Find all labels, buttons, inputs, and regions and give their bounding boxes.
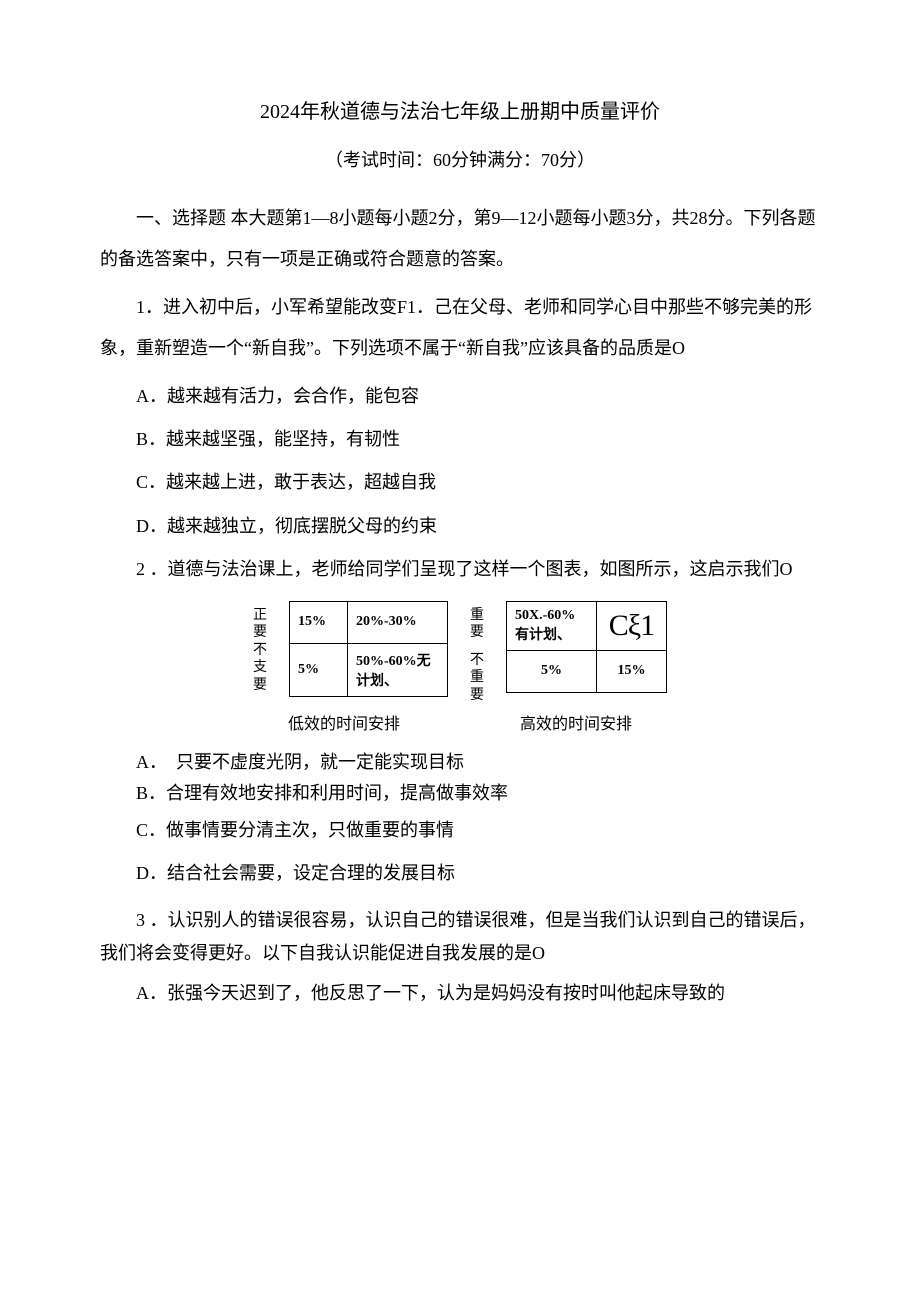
vlabel-char: 正 <box>253 607 267 625</box>
page-title: 2024年秋道德与法治七年级上册期中质量评价 <box>100 95 820 124</box>
vlabel-char: 不 <box>253 642 267 660</box>
table-2-row-labels: 重 要 不 重 要 <box>470 601 484 705</box>
table-cell: 5% <box>290 643 348 696</box>
vlabel-char: 支 <box>253 659 267 677</box>
table-cell: 50X.-60%有计划、 <box>507 601 597 650</box>
vlabel-char: 要 <box>253 677 267 695</box>
table-cell: 15% <box>290 601 348 643</box>
question-2-text: 2 ．道德与法治课上，老师给同学们呈现了这样一个图表，如图所示，这启示我们O <box>100 549 820 590</box>
table-cell: 20%-30% <box>348 601 448 643</box>
question-1-choice-a: A．越来越有活力，会合作，能包容 <box>100 376 820 417</box>
vlabel-char: 要 <box>253 624 267 642</box>
question-3-choice-a: A．张强今天迟到了，他反思了一下，认为是妈妈没有按时叫他起床导致的 <box>100 973 820 1014</box>
table-cell: Cξ1 <box>597 601 667 650</box>
question-2-choice-b: B．合理有效地安排和利用时间，提高做事效率 <box>100 779 820 808</box>
table-cell: 15% <box>597 650 667 692</box>
vlabel-char: 重 <box>470 607 484 625</box>
table-cell: 50%-60%无计划、 <box>348 643 448 696</box>
table-low-efficiency: 15% 20%-30% 5% 50%-60%无计划、 <box>289 601 448 697</box>
table-row: 15% 20%-30% <box>290 601 448 643</box>
section-1-instructions: 一、选择题 本大题第1—8小题每小题2分，第9—12小题每小题3分，共28分。下… <box>100 198 820 281</box>
table-row: 5% 15% <box>507 650 667 692</box>
table-1-row-labels: 正 要 不 支 要 <box>253 601 267 695</box>
exam-page: 2024年秋道德与法治七年级上册期中质量评价 （考试时间：60分钟满分：70分）… <box>0 0 920 1301</box>
vlabel-char: 重 <box>470 669 484 687</box>
table-row: 50X.-60%有计划、 Cξ1 <box>507 601 667 650</box>
question-2-choice-c: C．做事情要分清主次，只做重要的事情 <box>100 810 820 851</box>
table-row: 5% 50%-60%无计划、 <box>290 643 448 696</box>
question-1-text: 1．进入初中后，小军希望能改变F1．己在父母、老师和同学心目中那些不够完美的形象… <box>100 287 820 370</box>
vlabel-char: 要 <box>470 624 484 642</box>
vlabel-char: 要 <box>470 687 484 705</box>
question-1-choice-d: D．越来越独立，彻底摆脱父母的约束 <box>100 506 820 547</box>
table-cell: 5% <box>507 650 597 692</box>
caption-left: 低效的时间安排 <box>288 710 400 734</box>
table-captions: 低效的时间安排 高效的时间安排 <box>100 710 820 734</box>
math-symbol: Cξ1 <box>609 609 654 642</box>
table-high-efficiency: 50X.-60%有计划、 Cξ1 5% 15% <box>506 601 667 693</box>
page-subtitle: （考试时间：60分钟满分：70分） <box>100 146 820 172</box>
question-2-choice-a: A． 只要不虚度光阴，就一定能实现目标 <box>100 748 820 777</box>
question-2-choice-d: D．结合社会需要，设定合理的发展目标 <box>100 853 820 894</box>
question-1-choice-c: C．越来越上进，敢于表达，超越自我 <box>100 462 820 503</box>
question-3-text: 3 ．认识别人的错误很容易，认识自己的错误很难，但是当我们认识到自己的错误后，我… <box>100 904 820 969</box>
question-1-choice-b: B．越来越坚强，能坚持，有韧性 <box>100 419 820 460</box>
caption-right: 高效的时间安排 <box>520 710 632 734</box>
vlabel-char: 不 <box>470 652 484 670</box>
question-2-tables: 正 要 不 支 要 15% 20%-30% 5% 50%-60%无计划、 重 要… <box>100 601 820 705</box>
